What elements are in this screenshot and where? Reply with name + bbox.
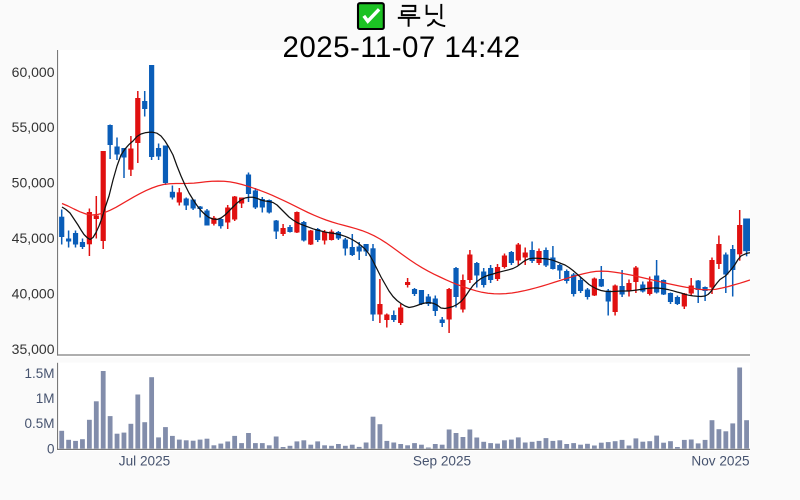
svg-text:0.5M: 0.5M bbox=[24, 416, 54, 431]
svg-text:2025-11-07 14:42: 2025-11-07 14:42 bbox=[283, 31, 521, 64]
svg-text:55,000: 55,000 bbox=[12, 119, 55, 135]
svg-text:Sep 2025: Sep 2025 bbox=[413, 453, 471, 468]
svg-text:45,000: 45,000 bbox=[12, 230, 55, 246]
svg-text:0: 0 bbox=[47, 441, 55, 456]
svg-text:Jul 2025: Jul 2025 bbox=[119, 453, 170, 468]
svg-text:1M: 1M bbox=[36, 391, 55, 406]
svg-text:1.5M: 1.5M bbox=[24, 366, 54, 381]
svg-text:Nov 2025: Nov 2025 bbox=[691, 453, 749, 468]
svg-text:50,000: 50,000 bbox=[12, 175, 55, 191]
svg-text:60,000: 60,000 bbox=[12, 64, 55, 80]
svg-text:35,000: 35,000 bbox=[12, 341, 55, 357]
svg-text:40,000: 40,000 bbox=[12, 286, 55, 302]
